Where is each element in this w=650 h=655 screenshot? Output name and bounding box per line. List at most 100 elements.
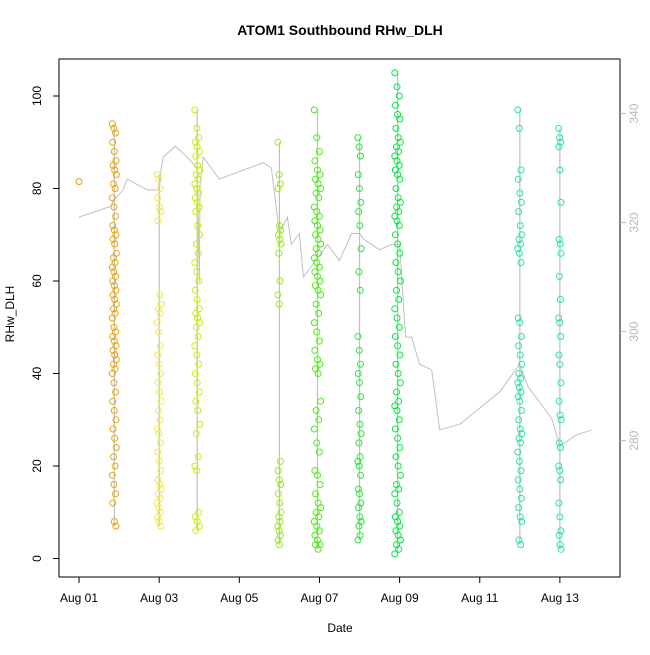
data-point xyxy=(195,508,203,516)
data-point xyxy=(396,115,404,123)
data-point xyxy=(109,333,117,340)
data-point xyxy=(313,439,321,447)
x-tick-label: Aug 03 xyxy=(140,591,178,605)
data-point xyxy=(155,175,163,183)
data-point xyxy=(110,148,118,155)
data-point xyxy=(391,425,399,433)
data-point xyxy=(557,249,565,257)
data-point xyxy=(156,291,164,299)
data-point xyxy=(110,282,118,290)
data-point xyxy=(110,407,118,414)
data-point xyxy=(515,383,523,391)
data-point xyxy=(312,300,320,308)
data-point xyxy=(275,513,283,521)
data-point xyxy=(391,305,399,313)
data-point xyxy=(315,212,323,220)
data-point xyxy=(192,208,200,216)
data-point xyxy=(396,351,404,359)
data-point xyxy=(274,291,282,299)
data-point xyxy=(191,370,199,377)
data-point xyxy=(111,296,119,303)
data-point xyxy=(276,499,284,507)
data-point xyxy=(557,476,565,484)
data-point xyxy=(108,120,116,128)
data-point xyxy=(191,194,199,202)
data-point xyxy=(191,106,199,114)
data-point xyxy=(356,185,363,192)
data-point xyxy=(112,490,119,498)
data-point xyxy=(155,457,163,465)
data-point xyxy=(275,527,283,535)
data-point xyxy=(194,175,202,183)
data-point xyxy=(315,263,323,271)
data-point xyxy=(355,268,363,276)
data-point xyxy=(277,481,285,488)
data-point xyxy=(75,178,83,186)
data-point xyxy=(192,152,200,160)
data-point xyxy=(153,425,161,433)
data-point xyxy=(516,513,524,521)
data-point xyxy=(315,416,323,424)
data-point xyxy=(192,323,200,331)
data-point xyxy=(393,407,401,414)
x-tick-label: Aug 05 xyxy=(220,591,258,605)
data-point xyxy=(110,518,118,525)
data-point xyxy=(111,185,119,192)
data-point xyxy=(191,286,199,294)
data-point xyxy=(555,124,563,132)
x-axis-label: Date xyxy=(327,621,353,635)
data-point xyxy=(517,166,525,174)
data-point xyxy=(357,245,365,253)
data-point xyxy=(154,194,162,202)
data-point xyxy=(310,425,318,433)
chart-title: ATOM1 Southbound RHw_DLH xyxy=(237,22,443,38)
data-point xyxy=(196,420,204,428)
data-point xyxy=(191,259,199,266)
x-tick-label: Aug 01 xyxy=(60,591,98,605)
x-tick-label: Aug 13 xyxy=(541,591,579,605)
data-point xyxy=(355,439,363,447)
data-point xyxy=(154,305,162,313)
data-point xyxy=(316,171,324,179)
data-point xyxy=(109,291,117,299)
data-point xyxy=(395,323,403,331)
data-point xyxy=(556,134,564,142)
data-point xyxy=(395,161,403,169)
data-point xyxy=(515,504,523,512)
data-point xyxy=(396,277,404,285)
data-point xyxy=(357,198,365,206)
data-point xyxy=(396,175,404,183)
data-point xyxy=(396,249,404,257)
data-point xyxy=(393,499,401,507)
data-point xyxy=(110,481,118,488)
data-point xyxy=(396,522,404,530)
data-point xyxy=(557,545,565,553)
data-point xyxy=(316,360,324,368)
data-point xyxy=(193,296,201,303)
data-point xyxy=(356,490,363,498)
data-point xyxy=(514,448,522,456)
data-point xyxy=(316,541,324,549)
data-point xyxy=(517,439,525,447)
data-point xyxy=(194,333,202,340)
data-point xyxy=(195,148,203,155)
data-point xyxy=(196,231,204,239)
data-point xyxy=(515,434,523,442)
data-point xyxy=(195,360,203,368)
data-point xyxy=(274,185,282,192)
data-point xyxy=(516,351,524,359)
data-point xyxy=(192,309,200,317)
data-point xyxy=(357,152,364,160)
data-point xyxy=(194,222,202,229)
data-point xyxy=(196,166,204,174)
data-point xyxy=(191,513,199,521)
data-point xyxy=(111,434,119,442)
data-point xyxy=(556,360,564,368)
data-point xyxy=(394,268,402,276)
data-point xyxy=(195,522,203,530)
data-point xyxy=(109,425,117,433)
data-point xyxy=(192,240,200,248)
data-point xyxy=(355,346,363,354)
data-point xyxy=(354,485,362,493)
data-point xyxy=(394,240,402,248)
